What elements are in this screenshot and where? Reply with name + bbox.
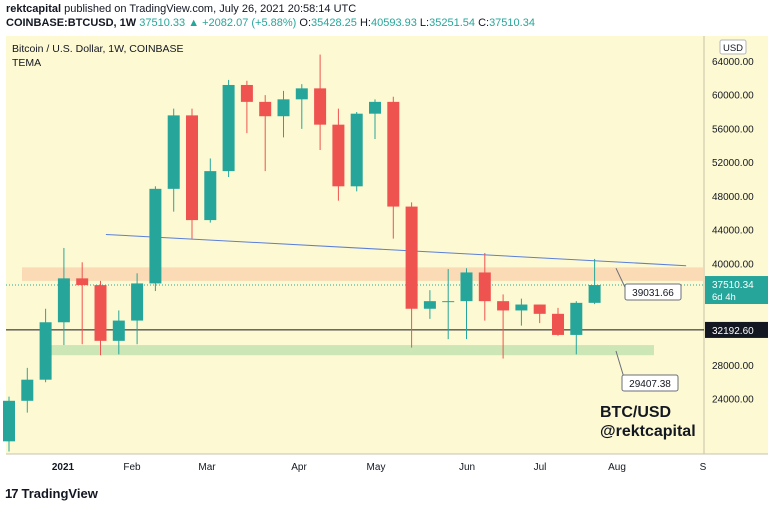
candle-body[interactable] bbox=[350, 113, 363, 187]
callout-label: 29407.38 bbox=[629, 379, 671, 390]
price-tick-label: 28000.00 bbox=[712, 361, 754, 372]
high-label: H: bbox=[359, 17, 371, 29]
candle-body[interactable] bbox=[497, 301, 510, 311]
candle-body[interactable] bbox=[76, 278, 89, 286]
descending-trendline[interactable] bbox=[105, 233, 687, 267]
level-price-badge[interactable] bbox=[705, 321, 768, 338]
candle-body[interactable] bbox=[259, 101, 272, 117]
time-tick-label: May bbox=[367, 462, 386, 473]
watermark-line1: BTC/USD bbox=[600, 404, 671, 421]
candle-body[interactable] bbox=[478, 272, 491, 302]
candle-body[interactable] bbox=[533, 304, 546, 314]
candle-body[interactable] bbox=[387, 101, 400, 207]
price-change: ▲ +2082.07 (+5.88%) bbox=[188, 17, 297, 29]
time-tick-label: Feb bbox=[123, 462, 141, 473]
open-label: O: bbox=[299, 17, 312, 29]
current-price-label: 37510.34 bbox=[712, 280, 754, 291]
currency-badge[interactable] bbox=[719, 39, 747, 55]
candle-body[interactable] bbox=[167, 115, 180, 189]
open-value: 35428.25 bbox=[311, 17, 357, 29]
candle-body[interactable] bbox=[204, 171, 217, 221]
price-tick-label: 64000.00 bbox=[712, 57, 754, 68]
last-price: 37510.33 bbox=[139, 17, 186, 29]
price-tick-label: 56000.00 bbox=[712, 124, 754, 135]
author-name: rektcapital bbox=[6, 3, 62, 15]
symbol-label: COINBASE:BTCUSD, 1W bbox=[6, 17, 137, 29]
candle-body[interactable] bbox=[112, 320, 125, 341]
chart-title: Bitcoin / U.S. Dollar, 1W, COINBASE bbox=[12, 43, 184, 55]
candle-body[interactable] bbox=[149, 188, 162, 284]
candle-body[interactable] bbox=[186, 115, 198, 221]
price-tick-label: 40000.00 bbox=[712, 260, 754, 271]
time-tick-label: 2021 bbox=[52, 462, 75, 473]
indicator-label: TEMA bbox=[12, 57, 41, 69]
tradingview-logo[interactable]: 17 TradingView bbox=[5, 486, 98, 501]
candle-body[interactable] bbox=[39, 322, 52, 380]
current-price-countdown: 6d 4h bbox=[712, 292, 736, 303]
candle-body[interactable] bbox=[588, 285, 601, 303]
time-tick-label: Mar bbox=[198, 462, 216, 473]
time-tick-label: Apr bbox=[291, 462, 307, 473]
candle-body[interactable] bbox=[21, 379, 34, 401]
support-zone[interactable] bbox=[48, 345, 654, 356]
candle-body[interactable] bbox=[240, 84, 253, 102]
symbol-info-bar: COINBASE:BTCUSD, 1W 37510.33 ▲ +2082.07 … bbox=[6, 17, 535, 29]
chart-background bbox=[6, 36, 704, 454]
callout-box[interactable] bbox=[621, 374, 679, 392]
time-tick-label: Aug bbox=[608, 462, 626, 473]
price-tick-label: 44000.00 bbox=[712, 226, 754, 237]
callout-label: 39031.66 bbox=[632, 288, 674, 299]
candle-body[interactable] bbox=[131, 283, 144, 321]
candle-body[interactable] bbox=[57, 278, 70, 323]
candle-body[interactable] bbox=[314, 88, 327, 125]
price-tick-label: 48000.00 bbox=[712, 192, 754, 203]
time-tick-label: S bbox=[700, 462, 707, 473]
high-value: 40593.93 bbox=[370, 17, 417, 29]
price-tick-label: 24000.00 bbox=[712, 395, 754, 406]
candle-body[interactable] bbox=[552, 313, 564, 335]
price-tick-label: 60000.00 bbox=[712, 91, 754, 102]
candle-body[interactable] bbox=[222, 84, 235, 172]
low-value: 35251.54 bbox=[429, 17, 475, 29]
candle-body[interactable] bbox=[3, 400, 15, 442]
resistance-zone[interactable] bbox=[22, 267, 704, 281]
candle-body[interactable] bbox=[460, 272, 473, 302]
candle-body[interactable] bbox=[94, 285, 107, 341]
low-label: L: bbox=[419, 17, 430, 29]
candle-body[interactable] bbox=[369, 101, 381, 114]
time-tick-label: Jul bbox=[534, 462, 547, 473]
candle-body[interactable] bbox=[405, 206, 418, 309]
candle-body[interactable] bbox=[570, 302, 583, 335]
tradingview-logo-text: TradingView bbox=[21, 486, 98, 501]
watermark-line2: @rektcapital bbox=[600, 423, 696, 440]
candle-body[interactable] bbox=[515, 304, 528, 311]
tradingview-mark-icon: 17 bbox=[5, 486, 19, 501]
publish-info: rektcapital published on TradingView.com… bbox=[6, 3, 356, 15]
candle-body[interactable] bbox=[442, 301, 455, 303]
currency-label: USD bbox=[723, 43, 743, 54]
price-tick-label: 52000.00 bbox=[712, 158, 754, 169]
publish-details: published on TradingView.com, July 26, 2… bbox=[64, 3, 357, 15]
callout-box[interactable] bbox=[624, 283, 682, 301]
price-axis-background bbox=[704, 36, 768, 454]
candle-body[interactable] bbox=[332, 124, 345, 187]
candle-body[interactable] bbox=[423, 301, 436, 309]
time-tick-label: Jun bbox=[459, 462, 475, 473]
candle-body[interactable] bbox=[277, 99, 290, 117]
close-value: 37510.34 bbox=[489, 17, 535, 29]
candle-body[interactable] bbox=[295, 88, 308, 100]
close-label: C: bbox=[478, 17, 490, 29]
level-price-label: 32192.60 bbox=[712, 326, 754, 337]
current-price-badge[interactable] bbox=[705, 276, 768, 305]
